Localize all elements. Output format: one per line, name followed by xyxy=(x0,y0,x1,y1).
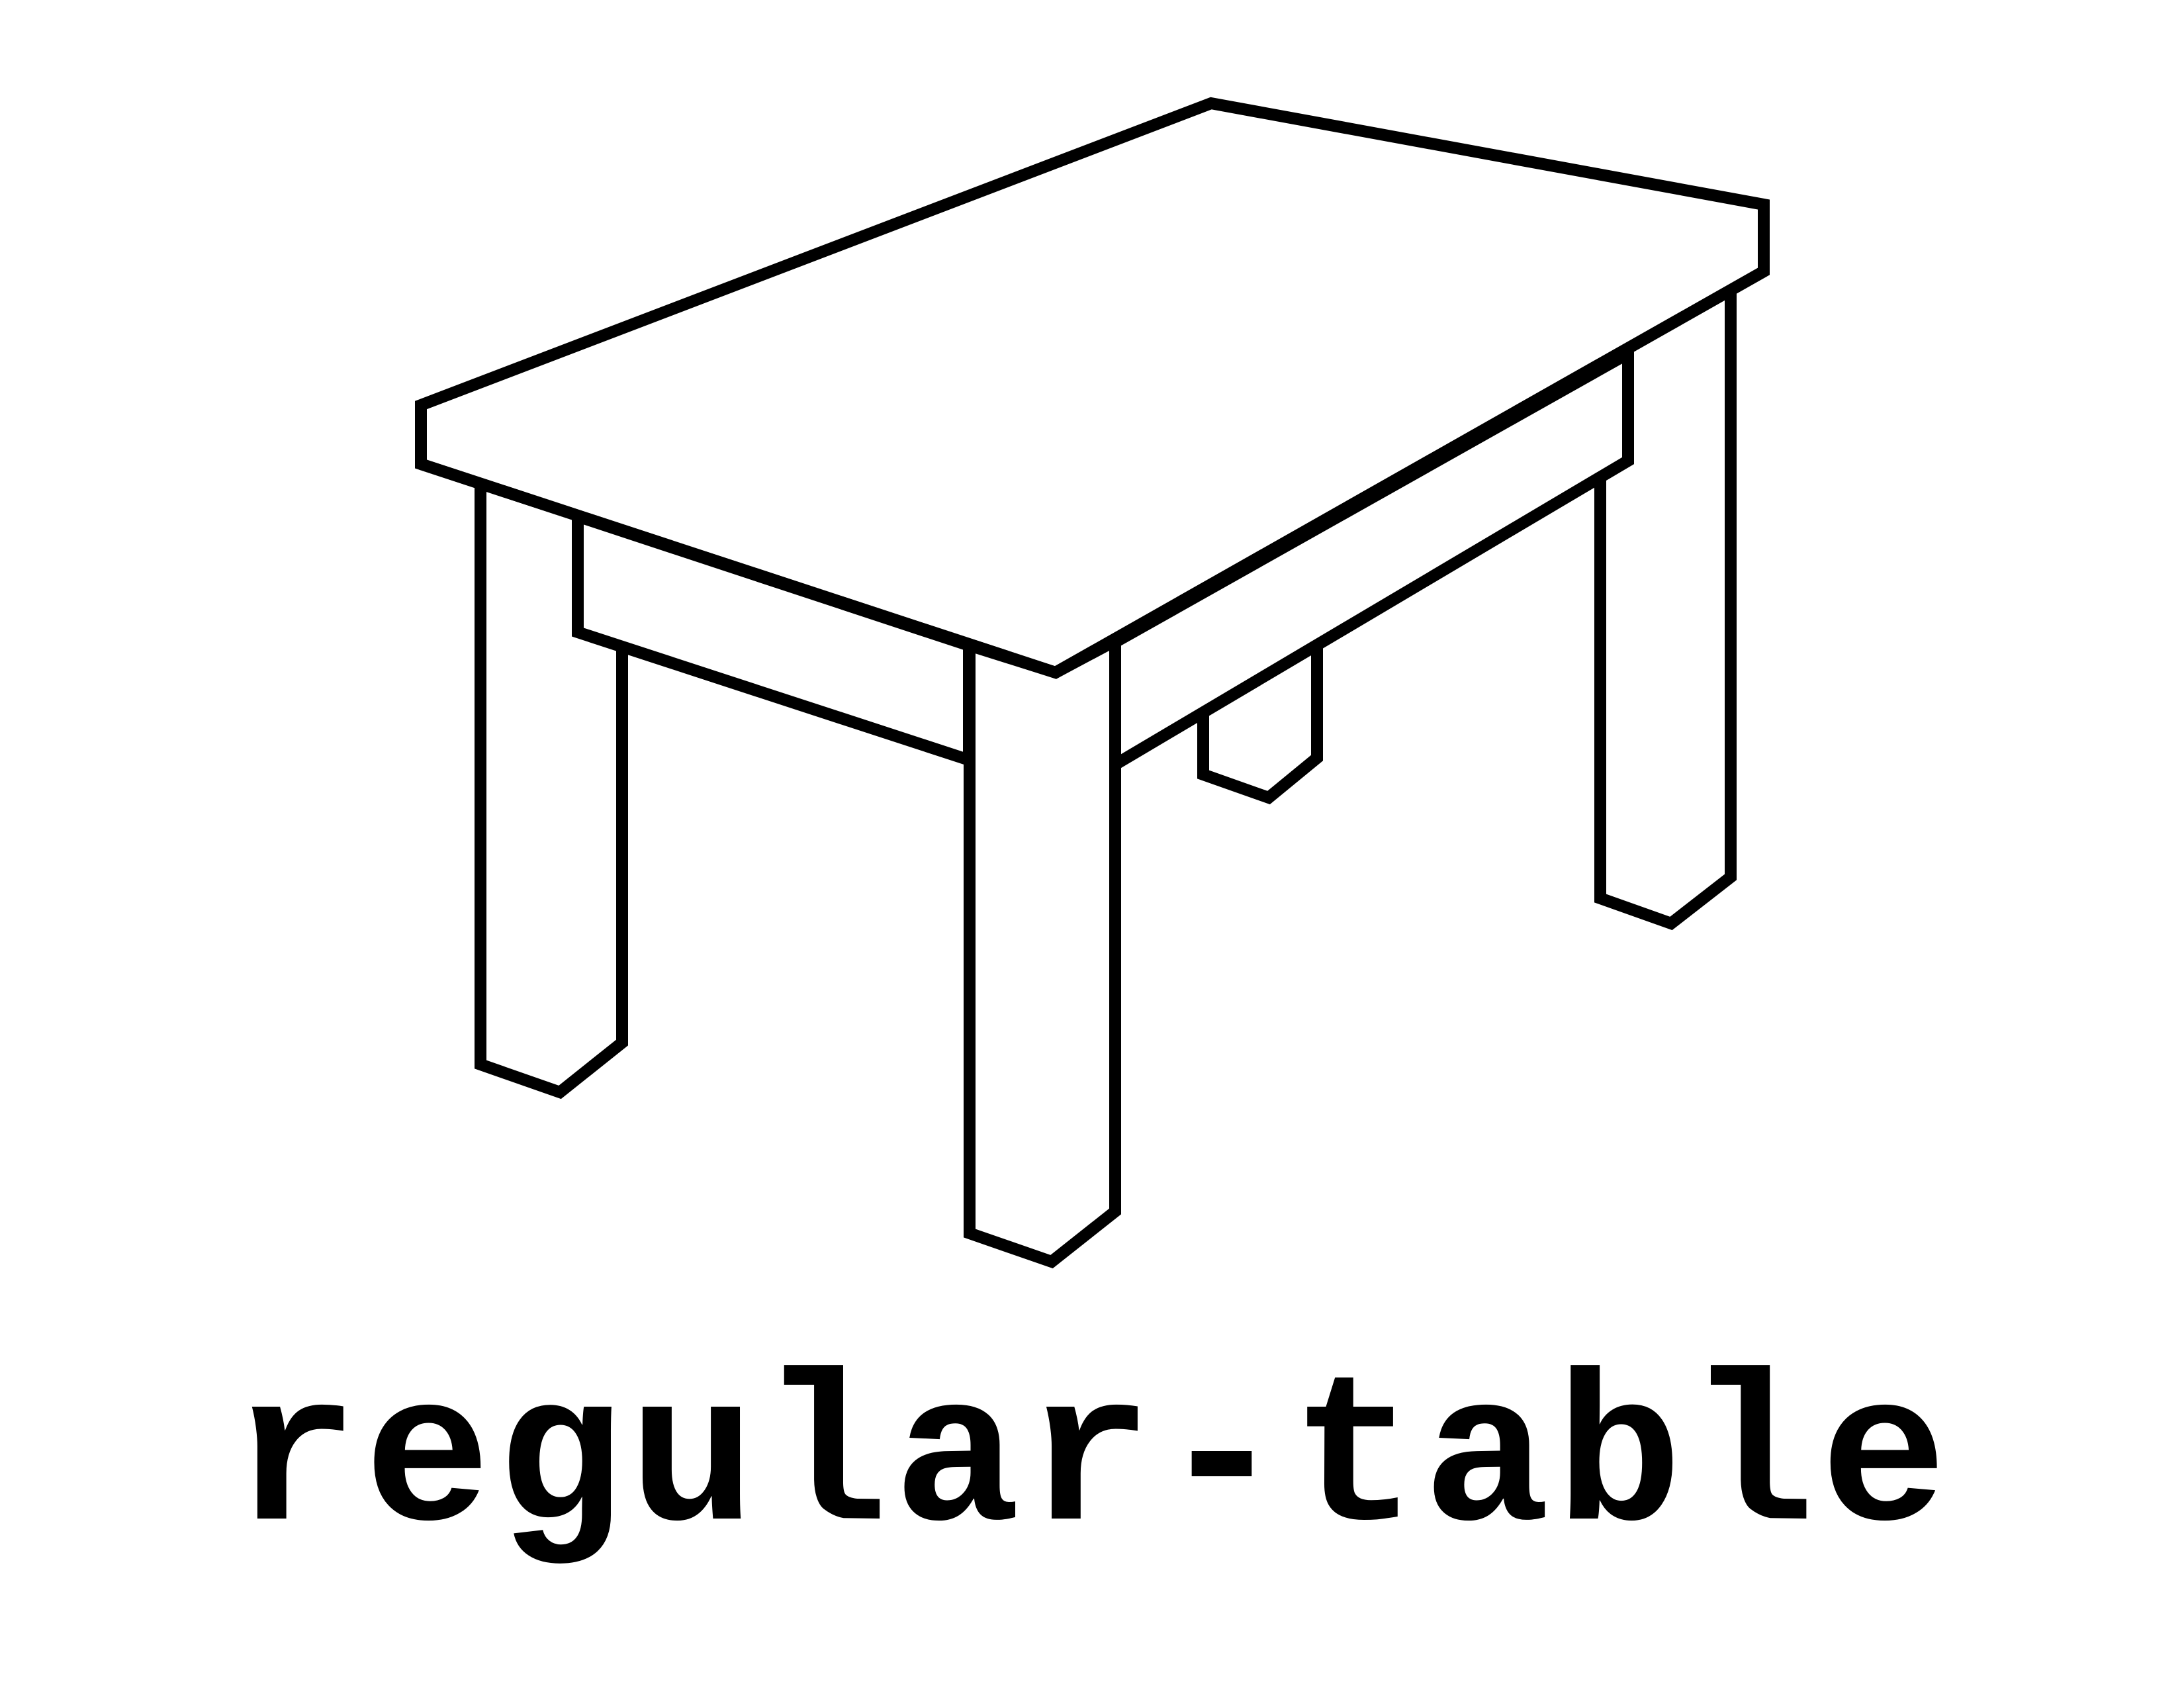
table-top-edge xyxy=(419,266,1767,679)
caption-text: regular-table xyxy=(231,1343,1953,1583)
front-center-leg xyxy=(964,631,1121,1269)
